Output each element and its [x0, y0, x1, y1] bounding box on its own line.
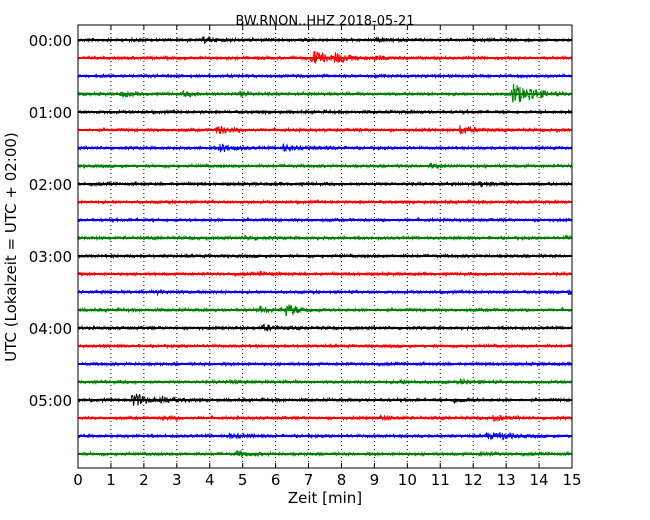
y-tick-label: 04:00: [29, 320, 72, 338]
x-tick-label: 15: [562, 471, 581, 489]
x-tick-label: 5: [238, 471, 248, 489]
trace-group: [77, 35, 573, 458]
plot-frame: [77, 24, 573, 469]
x-tick-label: 11: [431, 471, 450, 489]
y-tick-label: 01:00: [29, 104, 72, 122]
chart-title: BW.RNON..HHZ 2018-05-21: [235, 14, 414, 29]
x-tick-label: 3: [172, 471, 182, 489]
x-tick-label: 7: [304, 471, 314, 489]
x-axis-label: Zeit [min]: [288, 489, 362, 507]
x-tick-label: 0: [73, 471, 83, 489]
x-tick-label: 13: [497, 471, 516, 489]
x-tick-label: 12: [464, 471, 483, 489]
y-tick-label: 05:00: [29, 392, 72, 410]
x-tick-label: 2: [139, 471, 149, 489]
x-axis-ticks: 0 1 2 3 4 5 6 7 8 9 10 11 12 13 14 15: [73, 25, 582, 489]
x-tick-label: 14: [530, 471, 549, 489]
y-tick-label: 02:00: [29, 176, 72, 194]
x-tick-label: 9: [370, 471, 380, 489]
x-tick-label: 1: [106, 471, 116, 489]
y-axis-ticks: 00:00 01:00 02:00 03:00 04:00 05:00: [29, 32, 572, 410]
x-tick-label: 10: [398, 471, 417, 489]
x-tick-label: 4: [205, 471, 215, 489]
x-tick-label: 6: [271, 471, 281, 489]
y-axis-label: UTC (Lokalzeit = UTC + 02:00): [2, 132, 20, 362]
y-tick-label: 00:00: [29, 32, 72, 50]
y-tick-label: 03:00: [29, 248, 72, 266]
x-tick-label: 8: [337, 471, 347, 489]
